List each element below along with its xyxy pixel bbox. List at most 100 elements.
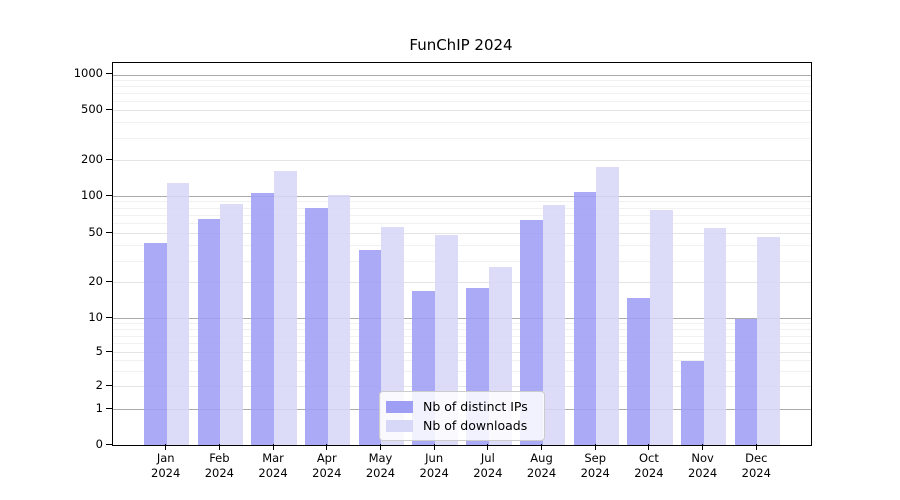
x-tick-label: Jul 2024	[473, 451, 503, 480]
x-tick-label: Feb 2024	[204, 451, 235, 480]
bar-distinct-ips-jan	[143, 243, 167, 445]
y-tick-mark	[106, 73, 112, 75]
bar-distinct-ips-nov	[680, 360, 704, 445]
bar-distinct-ips-apr	[305, 208, 328, 445]
x-tick-label: Aug 2024	[526, 451, 557, 480]
bar-distinct-ips-mar	[251, 192, 275, 445]
y-tick-label: 0	[95, 436, 103, 451]
gridline	[113, 260, 811, 262]
x-tick-mark	[272, 444, 274, 450]
bar-distinct-ips-may	[358, 249, 382, 445]
x-tick-mark	[487, 444, 489, 450]
legend-label-downloads: Nb of downloads	[423, 418, 528, 433]
plot-area: Nb of distinct IPs Nb of downloads	[112, 62, 812, 446]
y-tick-label: 20	[88, 274, 103, 289]
y-tick-label: 200	[81, 152, 103, 167]
gridline	[113, 351, 811, 353]
bar-distinct-ips-sep	[573, 192, 597, 445]
gridline	[113, 323, 811, 325]
bar-downloads-dec	[757, 237, 780, 445]
y-tick-label: 1000	[73, 66, 103, 81]
bar-downloads-jan	[166, 182, 190, 445]
bar-downloads-aug	[542, 205, 566, 445]
y-tick-label: 5	[95, 343, 103, 358]
gridline	[113, 233, 811, 235]
y-tick-label: 10	[88, 310, 103, 325]
x-tick-mark	[594, 444, 596, 450]
gridline	[113, 245, 811, 247]
y-tick-mark	[106, 159, 112, 161]
gridline	[113, 223, 811, 225]
gridline	[113, 360, 811, 362]
gridline	[113, 109, 811, 111]
legend-swatch-downloads	[386, 419, 413, 432]
gridline	[113, 85, 811, 87]
bar-downloads-may	[381, 226, 405, 445]
x-tick-mark	[379, 444, 381, 450]
x-tick-label: Apr 2024	[312, 451, 342, 480]
gridline	[113, 342, 811, 344]
x-tick-label: Jan 2024	[151, 451, 181, 480]
bar-downloads-apr	[327, 195, 351, 445]
x-tick-label: Nov 2024	[687, 451, 718, 480]
y-tick-mark	[106, 384, 112, 386]
y-tick-label: 1	[95, 400, 103, 415]
x-tick-label: Dec 2024	[741, 451, 771, 480]
y-tick-mark	[106, 108, 112, 110]
gridline	[113, 100, 811, 102]
bar-downloads-feb	[220, 203, 244, 445]
bar-downloads-sep	[596, 167, 619, 445]
gridline	[113, 370, 811, 372]
legend-item-downloads: Nb of downloads	[386, 416, 536, 435]
bar-distinct-ips-feb	[197, 218, 221, 445]
y-tick-mark	[106, 443, 112, 445]
gridline	[113, 195, 811, 197]
gridline	[113, 207, 811, 209]
gridline	[113, 122, 811, 124]
x-tick-mark	[541, 444, 543, 450]
gridline	[113, 138, 811, 140]
bar-downloads-oct	[649, 210, 673, 445]
gridline	[113, 385, 811, 387]
x-tick-label: Sep 2024	[580, 451, 610, 480]
x-tick-mark	[433, 444, 435, 450]
gridline	[113, 160, 811, 162]
x-tick-mark	[648, 444, 650, 450]
chart-title: FunChIP 2024	[409, 36, 513, 54]
x-tick-mark	[755, 444, 757, 450]
y-tick-mark	[106, 350, 112, 352]
y-tick-mark	[106, 281, 112, 283]
y-tick-label: 100	[81, 187, 103, 202]
gridline	[113, 201, 811, 203]
x-tick-mark	[702, 444, 704, 450]
gridline	[113, 318, 811, 320]
x-tick-label: Mar 2024	[258, 451, 288, 480]
y-tick-mark	[106, 194, 112, 196]
y-tick-label: 2	[95, 377, 103, 392]
y-tick-mark	[106, 317, 112, 319]
x-tick-mark	[165, 444, 167, 450]
bar-distinct-ips-aug	[519, 220, 543, 445]
bar-distinct-ips-oct	[627, 297, 650, 445]
y-tick-label: 500	[81, 101, 103, 116]
gridline	[113, 79, 811, 81]
gridline	[113, 74, 811, 76]
x-tick-mark	[218, 444, 220, 450]
y-tick-label: 50	[88, 225, 103, 240]
gridline	[113, 329, 811, 331]
legend-label-distinct-ips: Nb of distinct IPs	[423, 399, 528, 414]
bar-downloads-mar	[274, 170, 297, 445]
gridline	[113, 335, 811, 337]
x-tick-label: May 2024	[365, 451, 396, 480]
x-tick-label: Oct 2024	[634, 451, 664, 480]
gridline	[113, 215, 811, 217]
legend: Nb of distinct IPs Nb of downloads	[379, 391, 545, 441]
x-tick-label: Jun 2024	[419, 451, 449, 480]
y-tick-mark	[106, 407, 112, 409]
bar-downloads-nov	[703, 227, 727, 445]
x-tick-mark	[326, 444, 328, 450]
legend-item-distinct-ips: Nb of distinct IPs	[386, 397, 536, 416]
legend-swatch-distinct-ips	[386, 400, 413, 413]
y-tick-mark	[106, 232, 112, 234]
